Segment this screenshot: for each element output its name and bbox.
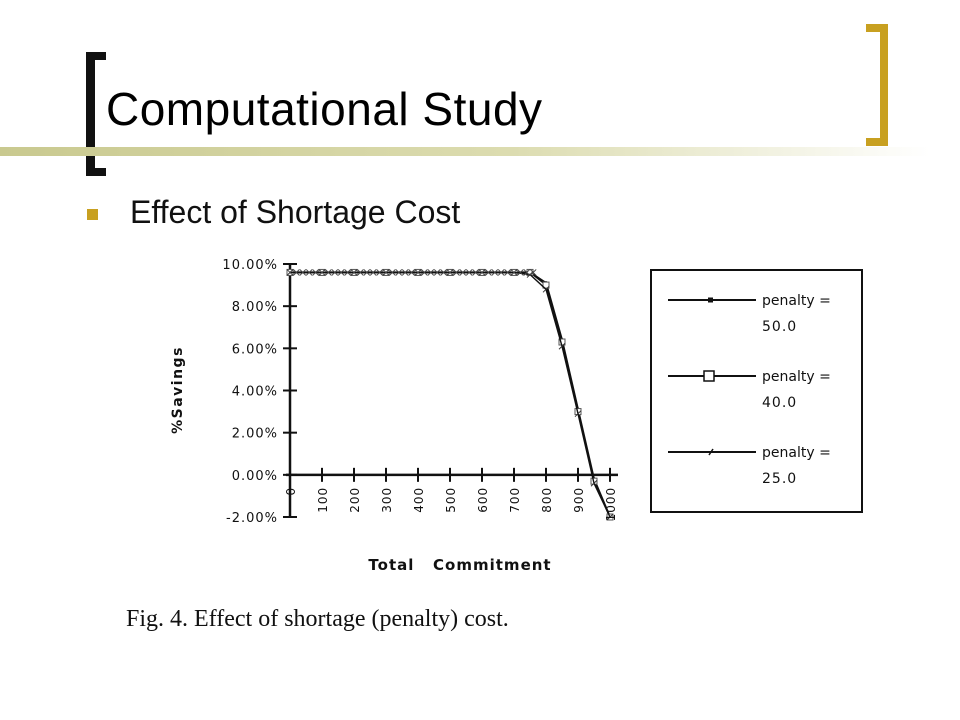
plateau-marker [369, 269, 377, 276]
x-tick-label: 400 [412, 487, 426, 513]
x-tick-label: 500 [444, 487, 458, 513]
legend-label-line1: penalty = [762, 369, 831, 385]
legend-marker-square [703, 370, 715, 382]
legend-label-line2: 25.0 [762, 471, 797, 487]
legend-label-line2: 50.0 [762, 319, 797, 335]
x-tick-label: 100 [316, 487, 330, 513]
data-point-tick [558, 342, 566, 350]
right-bracket-bottom [866, 138, 888, 146]
plateau-marker [504, 269, 511, 276]
plateau-marker [331, 269, 339, 276]
figure-caption: Fig. 4. Effect of shortage (penalty) cos… [126, 606, 509, 632]
plateau-marker [497, 269, 505, 276]
y-tick-label: 6.00% [232, 342, 278, 357]
right-bracket-top [866, 24, 888, 32]
plateau-marker [440, 269, 447, 276]
y-tick-label: 8.00% [232, 300, 278, 315]
legend-marker-tick [708, 448, 714, 456]
x-tick-label: 200 [348, 487, 362, 513]
right-bracket-vertical [880, 24, 888, 146]
plateau-marker [510, 269, 518, 276]
plateau-marker [414, 269, 422, 276]
series-line-3 [290, 271, 611, 518]
y-tick-label: 4.00% [232, 385, 278, 400]
title-underline [0, 147, 930, 156]
data-point-square [542, 281, 550, 289]
plateau-marker [325, 269, 332, 276]
plateau-marker [433, 269, 441, 276]
plateau-marker [491, 269, 499, 276]
bullet-marker [87, 209, 98, 220]
x-tick-label: 300 [380, 487, 394, 513]
plateau-marker [523, 269, 531, 276]
data-point-tick [606, 513, 614, 521]
x-tick-label: 0 [284, 487, 298, 496]
legend-label-line2: 40.0 [762, 395, 797, 411]
y-axis-label: %Savings [170, 346, 186, 434]
slide-title: Computational Study [106, 83, 543, 135]
plateau-marker [357, 269, 364, 276]
legend-label-line1: penalty = [762, 293, 831, 309]
data-point-tick [574, 410, 582, 418]
left-bracket-vertical [86, 52, 95, 176]
plateau-marker [312, 269, 319, 276]
y-tick-label: 0.00% [232, 469, 278, 484]
left-bracket-top [86, 52, 106, 60]
plateau-marker [395, 269, 403, 276]
x-axis-label: Total Commitment [368, 556, 551, 574]
data-point-tick [590, 479, 598, 487]
data-point-tick [526, 271, 534, 278]
plateau-marker [293, 269, 300, 276]
plateau-marker [472, 269, 479, 276]
plateau-marker [446, 269, 454, 276]
plateau-marker [363, 269, 371, 276]
data-point-tick [542, 285, 550, 293]
x-tick-label: 700 [508, 487, 522, 513]
chart-labels: 10.00% 8.00% 6.00% 4.00% 2.00% 0.00% -2.00% 0 10… [170, 258, 618, 574]
legend-box [650, 269, 863, 513]
plateau-marker [453, 269, 460, 276]
bullet-text: Effect of Shortage Cost [130, 194, 461, 230]
legend-label-line1: penalty = [762, 445, 831, 461]
plateau-marker [376, 269, 383, 276]
plateau-marker [459, 269, 467, 276]
x-tick-label: 1000 [604, 487, 618, 522]
plateau-marker [517, 269, 524, 276]
plateau-marker [337, 269, 345, 276]
plateau-marker [305, 269, 313, 276]
plateau-marker [286, 269, 294, 276]
plateau-marker [382, 269, 390, 276]
plateau-marker [478, 269, 486, 276]
y-tick-label: 2.00% [232, 427, 278, 442]
plateau-marker [529, 269, 537, 276]
plateau-marker [344, 269, 351, 276]
legend-marker-dot [708, 297, 713, 303]
y-tick-label: -2.00% [226, 511, 278, 526]
plateau-marker [421, 269, 428, 276]
plateau-marker [299, 269, 307, 276]
plateau-marker [485, 269, 492, 276]
x-tick-label: 600 [476, 487, 490, 513]
chart-legend: penalty = 50.0 penalty = 40.0 penalty = 25.0 [650, 269, 863, 513]
plateau-marker [350, 269, 358, 276]
plateau-marker [427, 269, 435, 276]
chart-series [286, 268, 614, 521]
x-tick-label: 800 [540, 487, 554, 513]
x-tick-label: 900 [572, 487, 586, 513]
plateau-marker [318, 269, 326, 276]
plateau-marker [408, 269, 415, 276]
plateau-marker [389, 269, 396, 276]
chart-axes [283, 263, 618, 518]
y-tick-label: 10.00% [222, 258, 278, 273]
plateau-marker [401, 269, 409, 276]
plateau-marker [465, 269, 473, 276]
left-bracket-bottom [86, 168, 106, 176]
